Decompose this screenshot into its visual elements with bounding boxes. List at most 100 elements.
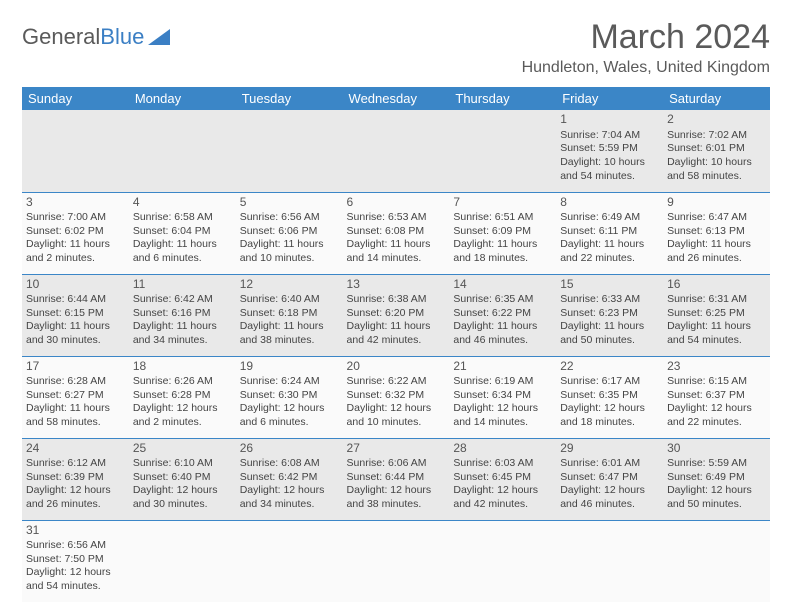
calendar-day-cell: 14Sunrise: 6:35 AMSunset: 6:22 PMDayligh… <box>449 274 556 356</box>
calendar-day-cell: 13Sunrise: 6:38 AMSunset: 6:20 PMDayligh… <box>343 274 450 356</box>
day-number: 29 <box>560 441 659 457</box>
calendar-day-cell: 26Sunrise: 6:08 AMSunset: 6:42 PMDayligh… <box>236 438 343 520</box>
sunrise-text: Sunrise: 6:17 AM <box>560 375 659 389</box>
day-number: 10 <box>26 277 125 293</box>
day-number: 23 <box>667 359 766 375</box>
sunrise-text: Sunrise: 6:01 AM <box>560 457 659 471</box>
sunrise-text: Sunrise: 7:00 AM <box>26 211 125 225</box>
calendar-day-cell: 20Sunrise: 6:22 AMSunset: 6:32 PMDayligh… <box>343 356 450 438</box>
day-number: 6 <box>347 195 446 211</box>
sunset-text: Sunset: 6:35 PM <box>560 389 659 403</box>
day-number: 25 <box>133 441 232 457</box>
calendar-day-cell: 4Sunrise: 6:58 AMSunset: 6:04 PMDaylight… <box>129 192 236 274</box>
calendar-day-cell: 11Sunrise: 6:42 AMSunset: 6:16 PMDayligh… <box>129 274 236 356</box>
day-number: 11 <box>133 277 232 293</box>
calendar-week-row: 31Sunrise: 6:56 AMSunset: 7:50 PMDayligh… <box>22 520 770 602</box>
sunset-text: Sunset: 6:18 PM <box>240 307 339 321</box>
day-number: 4 <box>133 195 232 211</box>
sunset-text: Sunset: 6:13 PM <box>667 225 766 239</box>
sunrise-text: Sunrise: 6:06 AM <box>347 457 446 471</box>
weekday-header: Thursday <box>449 87 556 110</box>
sunrise-text: Sunrise: 6:22 AM <box>347 375 446 389</box>
sunset-text: Sunset: 6:04 PM <box>133 225 232 239</box>
calendar-day-cell: 7Sunrise: 6:51 AMSunset: 6:09 PMDaylight… <box>449 192 556 274</box>
sunrise-text: Sunrise: 6:58 AM <box>133 211 232 225</box>
calendar-day-cell: 2Sunrise: 7:02 AMSunset: 6:01 PMDaylight… <box>663 110 770 192</box>
calendar-day-cell: 30Sunrise: 5:59 AMSunset: 6:49 PMDayligh… <box>663 438 770 520</box>
sunrise-text: Sunrise: 6:28 AM <box>26 375 125 389</box>
day-number: 8 <box>560 195 659 211</box>
sunset-text: Sunset: 6:16 PM <box>133 307 232 321</box>
calendar-day-cell <box>343 520 450 602</box>
day-number: 20 <box>347 359 446 375</box>
sail-icon <box>148 27 174 47</box>
sunset-text: Sunset: 6:40 PM <box>133 471 232 485</box>
calendar-day-cell: 10Sunrise: 6:44 AMSunset: 6:15 PMDayligh… <box>22 274 129 356</box>
sunrise-text: Sunrise: 6:42 AM <box>133 293 232 307</box>
daylight-text: Daylight: 11 hours and 14 minutes. <box>347 238 446 265</box>
sunset-text: Sunset: 6:22 PM <box>453 307 552 321</box>
day-number: 3 <box>26 195 125 211</box>
calendar-week-row: 17Sunrise: 6:28 AMSunset: 6:27 PMDayligh… <box>22 356 770 438</box>
sunset-text: Sunset: 6:15 PM <box>26 307 125 321</box>
day-number: 13 <box>347 277 446 293</box>
daylight-text: Daylight: 12 hours and 30 minutes. <box>133 484 232 511</box>
calendar-day-cell: 21Sunrise: 6:19 AMSunset: 6:34 PMDayligh… <box>449 356 556 438</box>
calendar-day-cell: 6Sunrise: 6:53 AMSunset: 6:08 PMDaylight… <box>343 192 450 274</box>
calendar-day-cell: 18Sunrise: 6:26 AMSunset: 6:28 PMDayligh… <box>129 356 236 438</box>
calendar-week-row: 10Sunrise: 6:44 AMSunset: 6:15 PMDayligh… <box>22 274 770 356</box>
calendar-day-cell <box>22 110 129 192</box>
sunrise-text: Sunrise: 6:53 AM <box>347 211 446 225</box>
sunset-text: Sunset: 6:09 PM <box>453 225 552 239</box>
daylight-text: Daylight: 12 hours and 6 minutes. <box>240 402 339 429</box>
day-number: 9 <box>667 195 766 211</box>
sunrise-text: Sunrise: 6:03 AM <box>453 457 552 471</box>
page-header: GeneralBlue March 2024 Hundleton, Wales,… <box>22 18 770 77</box>
day-number: 1 <box>560 112 659 128</box>
sunrise-text: Sunrise: 6:33 AM <box>560 293 659 307</box>
sunset-text: Sunset: 6:37 PM <box>667 389 766 403</box>
daylight-text: Daylight: 11 hours and 18 minutes. <box>453 238 552 265</box>
sunrise-text: Sunrise: 6:24 AM <box>240 375 339 389</box>
sunrise-text: Sunrise: 6:44 AM <box>26 293 125 307</box>
daylight-text: Daylight: 11 hours and 22 minutes. <box>560 238 659 265</box>
sunset-text: Sunset: 6:25 PM <box>667 307 766 321</box>
sunset-text: Sunset: 6:30 PM <box>240 389 339 403</box>
calendar-day-cell: 25Sunrise: 6:10 AMSunset: 6:40 PMDayligh… <box>129 438 236 520</box>
weekday-header: Wednesday <box>343 87 450 110</box>
sunset-text: Sunset: 6:01 PM <box>667 142 766 156</box>
sunset-text: Sunset: 7:50 PM <box>26 553 125 567</box>
sunset-text: Sunset: 6:32 PM <box>347 389 446 403</box>
calendar-day-cell: 8Sunrise: 6:49 AMSunset: 6:11 PMDaylight… <box>556 192 663 274</box>
calendar-day-cell: 19Sunrise: 6:24 AMSunset: 6:30 PMDayligh… <box>236 356 343 438</box>
daylight-text: Daylight: 11 hours and 38 minutes. <box>240 320 339 347</box>
daylight-text: Daylight: 12 hours and 22 minutes. <box>667 402 766 429</box>
sunset-text: Sunset: 6:42 PM <box>240 471 339 485</box>
sunrise-text: Sunrise: 6:12 AM <box>26 457 125 471</box>
title-block: March 2024 Hundleton, Wales, United King… <box>522 18 770 77</box>
calendar-day-cell: 24Sunrise: 6:12 AMSunset: 6:39 PMDayligh… <box>22 438 129 520</box>
sunrise-text: Sunrise: 6:08 AM <box>240 457 339 471</box>
daylight-text: Daylight: 11 hours and 50 minutes. <box>560 320 659 347</box>
sunset-text: Sunset: 5:59 PM <box>560 142 659 156</box>
daylight-text: Daylight: 11 hours and 58 minutes. <box>26 402 125 429</box>
sunset-text: Sunset: 6:47 PM <box>560 471 659 485</box>
daylight-text: Daylight: 11 hours and 30 minutes. <box>26 320 125 347</box>
weekday-header: Tuesday <box>236 87 343 110</box>
sunrise-text: Sunrise: 6:56 AM <box>26 539 125 553</box>
brand-part2: Blue <box>100 24 144 50</box>
sunset-text: Sunset: 6:23 PM <box>560 307 659 321</box>
calendar-day-cell: 9Sunrise: 6:47 AMSunset: 6:13 PMDaylight… <box>663 192 770 274</box>
day-number: 17 <box>26 359 125 375</box>
calendar-day-cell <box>236 520 343 602</box>
sunrise-text: Sunrise: 6:35 AM <box>453 293 552 307</box>
daylight-text: Daylight: 12 hours and 10 minutes. <box>347 402 446 429</box>
daylight-text: Daylight: 11 hours and 54 minutes. <box>667 320 766 347</box>
sunrise-text: Sunrise: 6:56 AM <box>240 211 339 225</box>
daylight-text: Daylight: 12 hours and 38 minutes. <box>347 484 446 511</box>
sunset-text: Sunset: 6:45 PM <box>453 471 552 485</box>
daylight-text: Daylight: 12 hours and 26 minutes. <box>26 484 125 511</box>
calendar-day-cell <box>449 520 556 602</box>
calendar-day-cell: 16Sunrise: 6:31 AMSunset: 6:25 PMDayligh… <box>663 274 770 356</box>
day-number: 7 <box>453 195 552 211</box>
